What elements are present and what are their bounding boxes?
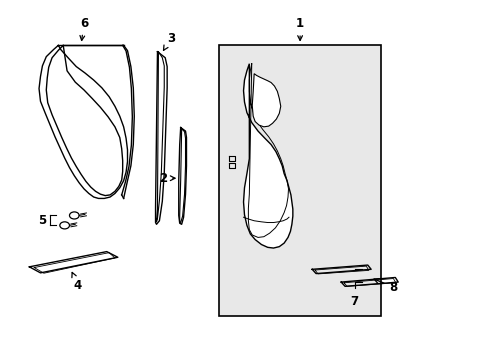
Polygon shape: [252, 74, 280, 127]
Text: 1: 1: [295, 17, 304, 40]
Bar: [219, 45, 381, 316]
Text: 5: 5: [38, 214, 46, 227]
Text: 2: 2: [159, 172, 175, 185]
Text: 4: 4: [72, 273, 81, 292]
Text: 7: 7: [350, 295, 358, 308]
Text: 6: 6: [80, 17, 88, 40]
Polygon shape: [243, 64, 292, 248]
Text: 3: 3: [163, 32, 175, 50]
Text: 8: 8: [373, 279, 397, 293]
